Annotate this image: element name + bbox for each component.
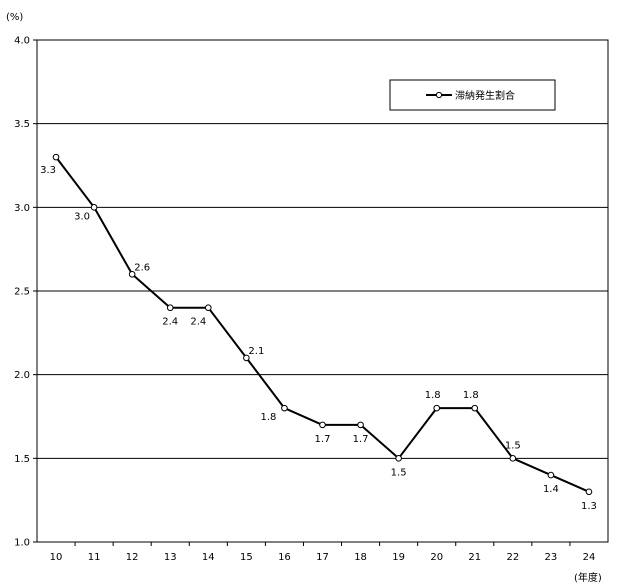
x-tick-label: 16 (278, 552, 291, 563)
x-tick-label: 21 (468, 552, 481, 563)
data-label: 2.4 (190, 317, 206, 328)
data-point (166, 304, 174, 312)
x-tick-label: 23 (545, 552, 558, 563)
data-label: 3.3 (40, 165, 56, 176)
data-point (281, 404, 288, 412)
data-label: 1.5 (391, 467, 407, 478)
data-label: 1.4 (543, 484, 559, 495)
legend-box (389, 79, 556, 111)
y-tick-label: 2.5 (14, 287, 30, 298)
plot-border (36, 39, 609, 543)
data-point (509, 455, 517, 462)
x-tick-label: 18 (354, 552, 367, 563)
x-axis-unit: (年度) (574, 571, 602, 584)
data-point (433, 404, 441, 412)
data-label: 2.4 (162, 317, 178, 328)
data-label: 1.7 (353, 434, 369, 445)
x-tick-label: 20 (430, 552, 443, 563)
data-point (128, 270, 136, 278)
data-label: 1.3 (581, 501, 597, 512)
data-point (585, 488, 593, 496)
data-label: 3.0 (74, 211, 90, 222)
x-tick-label: 11 (88, 552, 101, 563)
data-point (319, 421, 326, 429)
x-tick-label: 15 (240, 552, 253, 563)
x-tick-label: 19 (392, 552, 405, 563)
x-tick-label: 10 (50, 552, 63, 563)
y-tick-label: 1.0 (14, 538, 30, 549)
y-tick-label: 4.0 (14, 36, 30, 47)
data-point (52, 153, 60, 161)
y-tick-label: 3.5 (14, 119, 30, 130)
x-tick-label: 22 (506, 552, 519, 563)
x-tick-label: 13 (164, 552, 177, 563)
x-tick-label: 24 (583, 552, 596, 563)
data-label: 1.5 (505, 440, 521, 451)
y-tick-label: 3.0 (14, 203, 30, 214)
y-tick-label: 1.5 (14, 454, 30, 465)
x-tick-label: 17 (316, 552, 329, 563)
legend-marker-icon (435, 91, 443, 99)
data-point (90, 204, 98, 211)
data-point (395, 455, 402, 462)
data-label: 1.8 (425, 390, 441, 401)
x-tick-label: 14 (202, 552, 215, 563)
x-tick-label: 12 (126, 552, 139, 563)
data-point (243, 354, 250, 362)
data-label: 1.8 (463, 390, 479, 401)
data-point (471, 404, 479, 412)
data-label: 1.7 (315, 434, 331, 445)
data-point (357, 421, 364, 429)
y-tick-label: 2.0 (14, 370, 30, 381)
data-point (205, 304, 212, 312)
legend-label: 滞納発生割合 (455, 89, 515, 102)
legend: 滞納発生割合 (389, 79, 556, 111)
data-label: 1.8 (260, 412, 276, 423)
y-axis-unit: (%) (6, 12, 23, 23)
data-point (547, 471, 555, 479)
data-label: 2.6 (134, 262, 150, 273)
data-label: 2.1 (248, 346, 264, 357)
